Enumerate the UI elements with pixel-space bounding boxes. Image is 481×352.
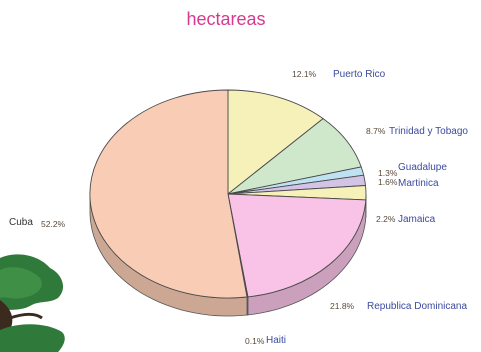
name-label-guadalupe: Guadalupe	[398, 162, 447, 173]
pct-label-trinidad-y-tobago: 8.7%	[366, 126, 386, 136]
pct-label-martinica: 1.6%	[378, 177, 398, 187]
pct-label-cuba: 52.2%	[41, 219, 66, 229]
name-label-trinidad-y-tobago: Trinidad y Tobago	[389, 126, 468, 137]
pct-label-guadalupe: 1.3%	[378, 168, 398, 178]
name-label-haiti: Haiti	[266, 335, 286, 346]
slice-republica-dominicana	[227, 193, 367, 298]
slice-cuba	[89, 89, 248, 299]
pct-label-republica-dominicana: 21.8%	[330, 301, 355, 311]
pct-label-haiti: 0.1%	[245, 336, 265, 346]
name-label-martinica: Martinica	[398, 178, 439, 189]
slice-puerto-rico	[227, 89, 324, 195]
chart-title: hectareas	[186, 9, 265, 29]
name-label-republica-dominicana: Republica Dominicana	[367, 301, 467, 312]
tree-illustration	[0, 254, 65, 352]
name-label-jamaica: Jamaica	[398, 214, 436, 225]
pie-labels: 12.1% Puerto Rico 8.7% Trinidad y Tobago 1.3…	[9, 69, 468, 346]
name-label-puerto-rico: Puerto Rico	[333, 69, 386, 80]
name-label-cuba: Cuba	[9, 217, 33, 228]
pct-label-jamaica: 2.2%	[376, 214, 396, 224]
pct-label-puerto-rico: 12.1%	[292, 69, 317, 79]
pie-slices	[89, 89, 367, 317]
